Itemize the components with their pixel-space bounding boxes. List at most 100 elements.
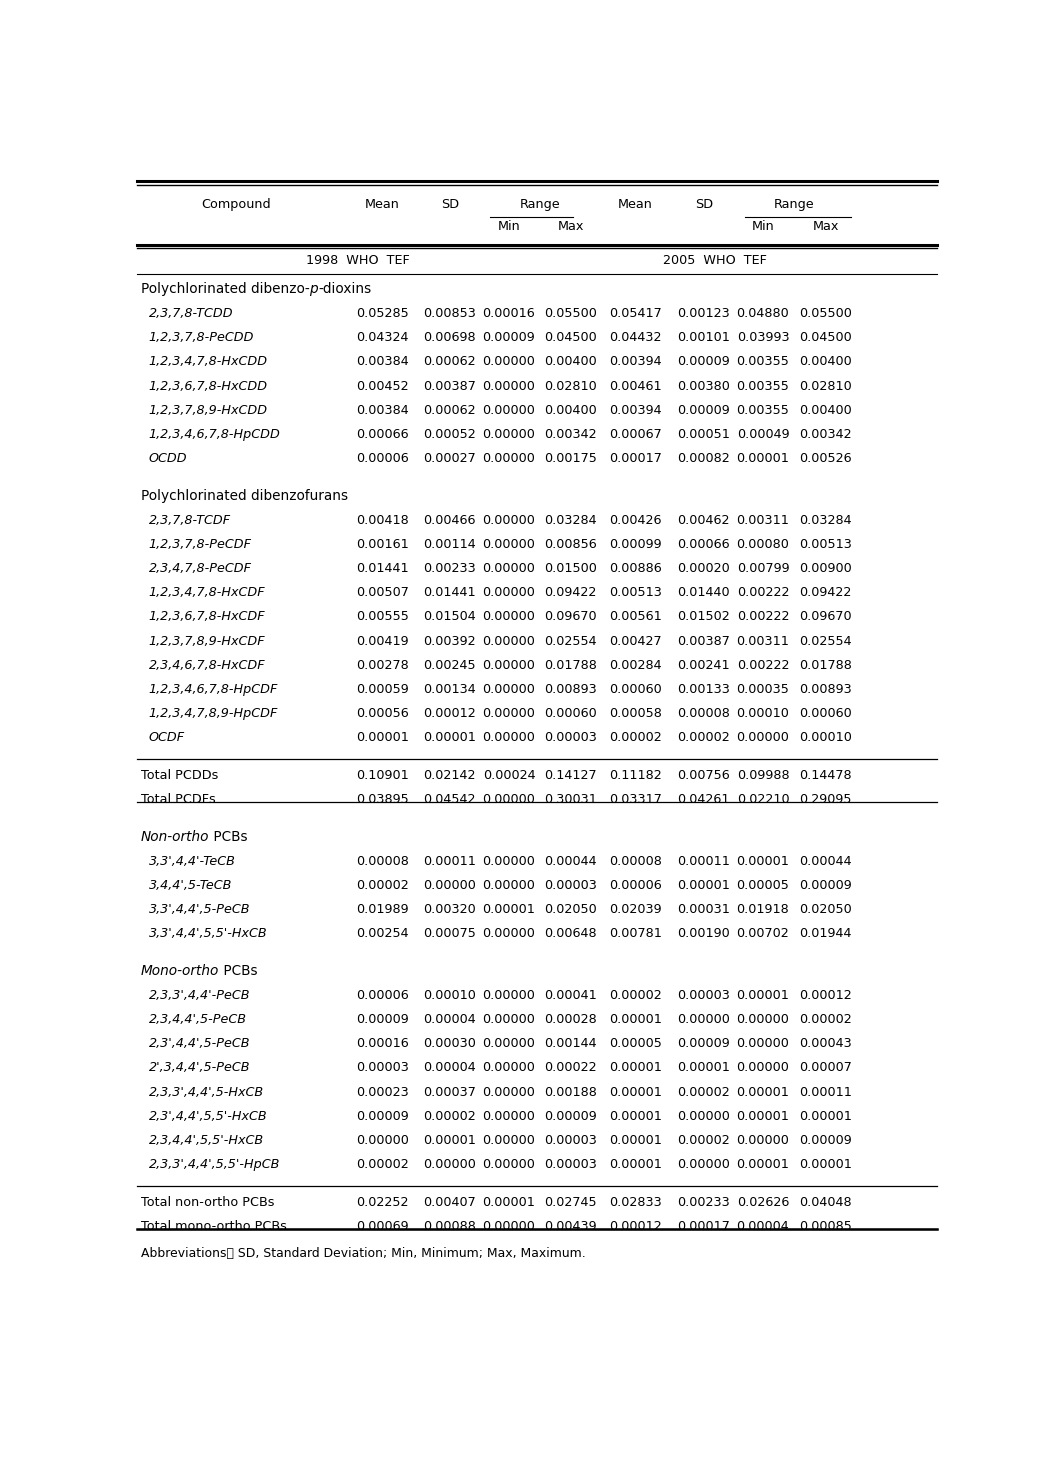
Text: 0.00001: 0.00001	[736, 855, 789, 868]
Text: 1,2,3,6,7,8-HxCDF: 1,2,3,6,7,8-HxCDF	[149, 610, 265, 623]
Text: 0.00016: 0.00016	[356, 1037, 408, 1050]
Text: 0.00062: 0.00062	[423, 404, 476, 417]
Text: 0.00144: 0.00144	[544, 1037, 597, 1050]
Text: 0.00002: 0.00002	[799, 1013, 852, 1026]
Text: 0.00886: 0.00886	[609, 562, 662, 575]
Text: 0.00000: 0.00000	[483, 427, 535, 441]
Text: 0.00067: 0.00067	[609, 427, 662, 441]
Text: PCBs: PCBs	[219, 964, 258, 979]
Text: 0.00000: 0.00000	[677, 1110, 730, 1123]
Text: 0.00066: 0.00066	[677, 538, 730, 552]
Text: 0.00009: 0.00009	[356, 1110, 408, 1123]
Text: 0.00044: 0.00044	[799, 855, 852, 868]
Text: 0.00003: 0.00003	[544, 878, 597, 891]
Text: Non-ortho: Non-ortho	[140, 830, 209, 845]
Text: 0.00001: 0.00001	[736, 1110, 789, 1123]
Text: 0.00002: 0.00002	[609, 989, 662, 1002]
Text: 0.00507: 0.00507	[356, 587, 409, 600]
Text: 0.00006: 0.00006	[609, 878, 662, 891]
Text: 0.00069: 0.00069	[356, 1220, 408, 1233]
Text: 0.05500: 0.05500	[799, 306, 852, 320]
Text: 0.03895: 0.03895	[356, 792, 408, 805]
Text: 0.00044: 0.00044	[544, 855, 597, 868]
Text: 0.00000: 0.00000	[483, 356, 535, 368]
Text: 0.00245: 0.00245	[423, 658, 476, 671]
Text: 0.00030: 0.00030	[423, 1037, 476, 1050]
Text: 0.11182: 0.11182	[609, 769, 662, 782]
Text: 0.00031: 0.00031	[677, 903, 730, 916]
Text: 0.00000: 0.00000	[483, 1037, 535, 1050]
Text: SD: SD	[694, 198, 713, 210]
Text: 0.00233: 0.00233	[677, 1196, 730, 1208]
Text: 0.01918: 0.01918	[737, 903, 789, 916]
Text: 2005  WHO  TEF: 2005 WHO TEF	[663, 254, 767, 267]
Text: 0.01440: 0.01440	[677, 587, 730, 600]
Text: 0.00024: 0.00024	[483, 769, 535, 782]
Text: 0.00400: 0.00400	[544, 404, 597, 417]
Text: 0.09988: 0.09988	[737, 769, 789, 782]
Text: 0.00426: 0.00426	[609, 514, 662, 527]
Text: Min: Min	[497, 220, 520, 233]
Text: 0.04880: 0.04880	[737, 306, 789, 320]
Text: PCBs: PCBs	[209, 830, 248, 845]
Text: 0.00002: 0.00002	[677, 731, 730, 744]
Text: 0.00009: 0.00009	[544, 1110, 597, 1123]
Text: 0.14127: 0.14127	[544, 769, 597, 782]
Text: 0.00001: 0.00001	[736, 1158, 789, 1172]
Text: 0.00008: 0.00008	[677, 708, 730, 719]
Text: 1,2,3,4,6,7,8-HpCDD: 1,2,3,4,6,7,8-HpCDD	[149, 427, 281, 441]
Text: 0.00561: 0.00561	[609, 610, 662, 623]
Text: 0.00284: 0.00284	[609, 658, 662, 671]
Text: 0.00041: 0.00041	[544, 989, 597, 1002]
Text: 3,4,4',5-TeCB: 3,4,4',5-TeCB	[149, 878, 232, 891]
Text: 0.00756: 0.00756	[677, 769, 730, 782]
Text: 0.00311: 0.00311	[736, 635, 789, 648]
Text: 0.01441: 0.01441	[423, 587, 476, 600]
Text: 0.00427: 0.00427	[609, 635, 662, 648]
Text: 0.03284: 0.03284	[544, 514, 597, 527]
Text: 0.04324: 0.04324	[356, 331, 408, 344]
Text: 0.00043: 0.00043	[799, 1037, 852, 1050]
Text: 0.00781: 0.00781	[609, 926, 662, 940]
Text: 0.00000: 0.00000	[423, 878, 476, 891]
Text: 0.00702: 0.00702	[737, 926, 789, 940]
Text: 0.09422: 0.09422	[544, 587, 597, 600]
Text: 2,3,7,8-TCDD: 2,3,7,8-TCDD	[149, 306, 233, 320]
Text: 0.10901: 0.10901	[356, 769, 408, 782]
Text: 0.00009: 0.00009	[799, 1134, 852, 1147]
Text: Abbreviations： SD, Standard Deviation; Min, Minimum; Max, Maximum.: Abbreviations： SD, Standard Deviation; M…	[140, 1247, 585, 1261]
Text: 0.00342: 0.00342	[544, 427, 597, 441]
Text: 0.00009: 0.00009	[677, 1037, 730, 1050]
Text: 0.02050: 0.02050	[544, 903, 597, 916]
Text: 0.00006: 0.00006	[356, 989, 408, 1002]
Text: 0.30031: 0.30031	[544, 792, 597, 805]
Text: 2,3,3',4,4',5,5'-HpCB: 2,3,3',4,4',5,5'-HpCB	[149, 1158, 281, 1172]
Text: Max: Max	[812, 220, 839, 233]
Text: 0.00011: 0.00011	[799, 1085, 852, 1099]
Text: 0.02142: 0.02142	[424, 769, 476, 782]
Text: 0.00555: 0.00555	[356, 610, 409, 623]
Text: 0.00439: 0.00439	[544, 1220, 597, 1233]
Text: 0.01502: 0.01502	[677, 610, 730, 623]
Text: 0.00001: 0.00001	[609, 1013, 662, 1026]
Text: 0.00342: 0.00342	[799, 427, 852, 441]
Text: 0.00002: 0.00002	[677, 1134, 730, 1147]
Text: 0.00419: 0.00419	[356, 635, 408, 648]
Text: 0.00222: 0.00222	[737, 610, 789, 623]
Text: 0.00000: 0.00000	[483, 452, 535, 465]
Text: 0.00060: 0.00060	[544, 708, 597, 719]
Text: OCDF: OCDF	[149, 731, 185, 744]
Text: 1,2,3,4,7,8,9-HpCDF: 1,2,3,4,7,8,9-HpCDF	[149, 708, 279, 719]
Text: Range: Range	[774, 198, 815, 210]
Text: 0.00000: 0.00000	[483, 658, 535, 671]
Text: 1,2,3,7,8-PeCDD: 1,2,3,7,8-PeCDD	[149, 331, 254, 344]
Text: 0.00058: 0.00058	[609, 708, 662, 719]
Text: 0.00080: 0.00080	[736, 538, 789, 552]
Text: 0.00311: 0.00311	[736, 514, 789, 527]
Text: 0.00000: 0.00000	[483, 1158, 535, 1172]
Text: 0.00101: 0.00101	[677, 331, 730, 344]
Text: 0.00001: 0.00001	[423, 1134, 476, 1147]
Text: 0.00188: 0.00188	[544, 1085, 597, 1099]
Text: 0.00000: 0.00000	[483, 855, 535, 868]
Text: 0.00002: 0.00002	[677, 1085, 730, 1099]
